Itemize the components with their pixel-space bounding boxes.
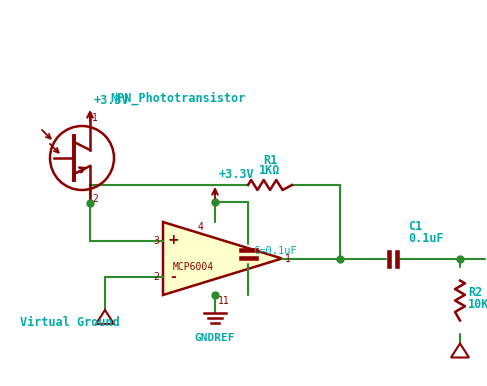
Text: R2: R2 <box>468 286 482 299</box>
Text: +3.3V: +3.3V <box>94 95 130 107</box>
Text: C=0.1uF: C=0.1uF <box>253 247 297 257</box>
Text: MCP6004: MCP6004 <box>172 261 214 271</box>
Text: C1: C1 <box>408 220 422 234</box>
Text: 11: 11 <box>218 296 230 306</box>
Text: R1: R1 <box>263 154 277 167</box>
Text: 0.1uF: 0.1uF <box>408 232 444 244</box>
Text: -: - <box>170 269 176 283</box>
Polygon shape <box>163 222 282 295</box>
Text: +3.3V: +3.3V <box>219 168 255 181</box>
Text: 2: 2 <box>92 194 98 204</box>
Text: 1: 1 <box>285 254 291 264</box>
Text: +: + <box>167 234 179 247</box>
Text: 2: 2 <box>153 271 159 281</box>
Text: NPN_Phototransistor: NPN_Phototransistor <box>110 91 245 105</box>
Text: 1: 1 <box>92 113 98 123</box>
Text: 3: 3 <box>153 235 159 245</box>
Text: 4: 4 <box>197 222 203 232</box>
Text: Virtual Ground: Virtual Ground <box>20 315 120 328</box>
Text: 10KΩ: 10KΩ <box>468 298 487 311</box>
Text: GNDREF: GNDREF <box>195 333 235 343</box>
Text: 1KΩ: 1KΩ <box>259 164 281 177</box>
